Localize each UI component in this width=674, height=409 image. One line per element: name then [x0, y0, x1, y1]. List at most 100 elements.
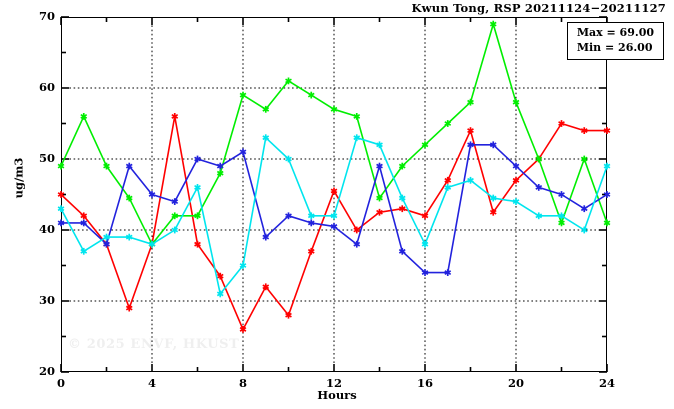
- data-point-marker: [444, 269, 452, 276]
- data-point-marker: [421, 240, 429, 248]
- data-point-marker: [398, 247, 406, 255]
- data-point-marker: [80, 212, 88, 220]
- data-point-marker: [580, 155, 588, 163]
- data-point-marker: [194, 212, 201, 220]
- legend-min-value: Min = 26.00: [576, 40, 653, 54]
- data-point-marker: [239, 91, 247, 99]
- y-tick-label: 20: [38, 364, 55, 378]
- chart-title: Kwun Tong, RSP 20211124−20211127: [411, 1, 666, 15]
- data-point-marker: [216, 169, 224, 177]
- data-point-marker: [171, 113, 179, 120]
- data-point-marker: [558, 191, 565, 198]
- data-point-marker: [512, 176, 520, 184]
- x-tick-label: 0: [56, 376, 65, 390]
- data-point-marker: [330, 105, 338, 113]
- data-point-marker: [194, 184, 201, 191]
- data-point-marker: [125, 162, 133, 170]
- data-point-marker: [80, 113, 88, 120]
- data-point-marker: [262, 105, 270, 113]
- data-point-marker: [398, 205, 406, 213]
- data-point-marker: [285, 212, 292, 220]
- data-point-marker: [603, 162, 611, 170]
- x-tick-label: 16: [416, 376, 433, 390]
- x-axis-label: Hours: [317, 388, 357, 402]
- data-point-marker: [57, 219, 65, 227]
- data-point-marker: [467, 98, 474, 106]
- data-point-marker: [467, 141, 474, 149]
- y-tick-label: 60: [38, 80, 55, 94]
- data-point-marker: [239, 262, 247, 269]
- data-point-marker: [307, 219, 315, 227]
- data-point-marker: [467, 127, 474, 134]
- legend-max-value: Max = 69.00: [576, 26, 654, 39]
- data-point-marker: [444, 176, 452, 184]
- data-point-marker: [57, 162, 65, 170]
- data-point-marker: [512, 198, 520, 205]
- data-point-marker: [103, 233, 110, 241]
- data-point-marker: [262, 283, 270, 291]
- data-point-marker: [103, 162, 110, 170]
- y-tick-label: 50: [38, 151, 55, 165]
- data-point-marker: [580, 127, 588, 134]
- data-point-marker: [489, 194, 497, 202]
- data-point-marker: [535, 155, 543, 163]
- data-point-marker: [171, 226, 179, 234]
- data-point-marker: [307, 247, 315, 255]
- data-point-marker: [125, 233, 133, 241]
- data-point-marker: [353, 113, 361, 120]
- data-point-marker: [194, 240, 201, 248]
- data-point-marker: [376, 141, 383, 149]
- data-point-marker: [444, 184, 452, 191]
- data-point-marker: [580, 205, 588, 213]
- data-point-marker: [398, 162, 406, 170]
- copyright-watermark: © 2025 ENVF, HKUST: [68, 337, 240, 352]
- stats-legend-box: Max = 69.00 Min = 26.00: [566, 22, 664, 61]
- data-point-marker: [489, 141, 497, 149]
- data-point-marker: [558, 212, 565, 220]
- data-point-marker: [307, 91, 315, 99]
- data-point-marker: [216, 272, 224, 280]
- data-point-marker: [603, 191, 611, 198]
- data-point-marker: [307, 212, 315, 220]
- data-point-marker: [421, 141, 429, 149]
- data-point-marker: [489, 20, 497, 28]
- x-tick-label: 12: [325, 376, 342, 390]
- data-point-marker: [103, 240, 110, 248]
- data-point-marker: [330, 187, 338, 195]
- data-point-marker: [376, 162, 383, 170]
- data-point-marker: [80, 219, 88, 227]
- data-point-marker: [535, 212, 543, 220]
- data-point-marker: [512, 162, 520, 170]
- data-point-marker: [239, 326, 247, 333]
- data-point-marker: [558, 219, 565, 227]
- data-point-marker: [262, 134, 270, 142]
- y-tick-label: 70: [38, 9, 55, 23]
- data-point-marker: [330, 212, 338, 220]
- y-tick-label: 40: [38, 222, 55, 236]
- data-point-marker: [603, 219, 611, 227]
- y-axis-label: ug/m3: [11, 157, 26, 199]
- data-point-marker: [421, 269, 429, 276]
- data-point-marker: [580, 226, 588, 234]
- data-point-marker: [57, 205, 65, 213]
- data-point-marker: [376, 194, 383, 202]
- x-tick-label: 24: [598, 376, 615, 390]
- data-point-marker: [353, 240, 361, 248]
- data-point-marker: [376, 208, 383, 216]
- data-point-marker: [444, 120, 452, 127]
- data-point-marker: [125, 194, 133, 202]
- data-point-marker: [57, 191, 65, 198]
- data-point-marker: [421, 212, 429, 220]
- data-point-marker: [330, 223, 338, 230]
- data-point-marker: [558, 120, 565, 127]
- data-point-marker: [148, 240, 156, 248]
- data-point-marker: [148, 191, 156, 198]
- data-point-marker: [285, 155, 292, 163]
- data-point-marker: [535, 184, 543, 191]
- data-point-marker: [398, 194, 406, 202]
- data-point-marker: [239, 148, 247, 156]
- data-point-marker: [262, 233, 270, 241]
- data-point-marker: [467, 176, 474, 184]
